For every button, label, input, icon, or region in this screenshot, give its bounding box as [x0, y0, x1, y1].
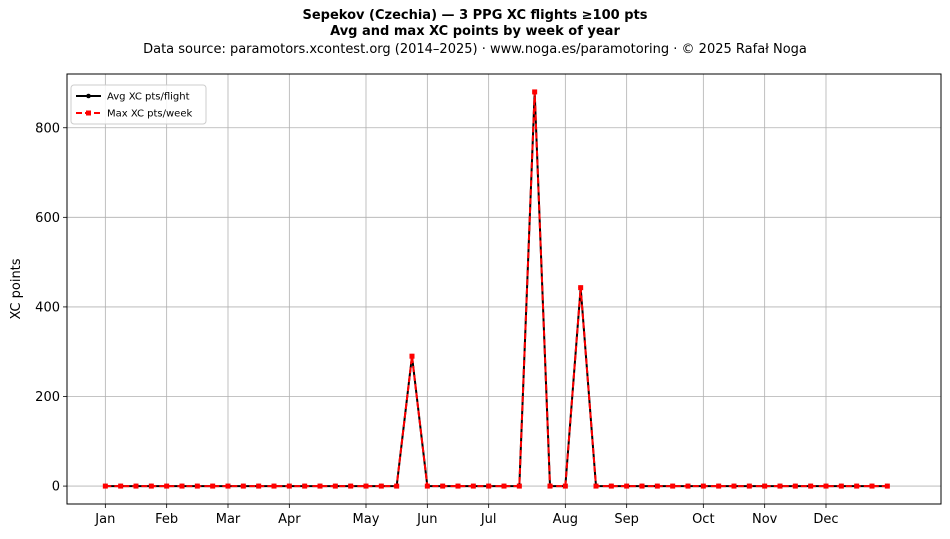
max-point — [179, 483, 185, 489]
max-point — [501, 483, 507, 489]
max-point — [716, 483, 722, 489]
max-point — [317, 483, 323, 489]
y-tick-label: 400 — [35, 300, 60, 315]
max-point — [884, 483, 890, 489]
max-point — [470, 483, 476, 489]
max-point — [256, 483, 262, 489]
x-tick-label: Jan — [94, 512, 115, 527]
x-tick-label: Dec — [813, 512, 838, 527]
max-point — [593, 483, 599, 489]
chart-subtitle: Avg and max XC points by week of year — [330, 24, 620, 39]
data-source-note: Data source: paramotors.xcontest.org (20… — [143, 42, 807, 57]
series-group — [102, 89, 890, 489]
max-point — [823, 483, 829, 489]
legend-label: Max XC pts/week — [107, 109, 192, 120]
max-point — [409, 353, 415, 359]
max-point — [777, 483, 783, 489]
x-tick-label: Aug — [553, 512, 578, 527]
plot-frame — [66, 73, 942, 505]
x-axis-ticks: Jan Feb Mar Apr May Jun Jul Aug Sep Oct Nov Dec — [94, 504, 839, 527]
max-point — [869, 483, 875, 489]
max-point — [440, 483, 446, 489]
series-line-avg — [105, 90, 888, 488]
grid-lines — [67, 74, 941, 504]
max-point — [424, 483, 430, 489]
max-point — [194, 483, 200, 489]
max-point — [394, 483, 400, 489]
max-point — [608, 483, 614, 489]
y-axis-ticks: 0 200 400 600 800 — [35, 121, 67, 495]
y-axis-label: XC points — [9, 258, 24, 319]
max-point — [639, 483, 645, 489]
max-point — [133, 483, 139, 489]
x-tick-label: Mar — [216, 512, 241, 527]
max-point — [148, 483, 154, 489]
chart-title: Sepekov (Czechia) — 3 PPG XC flights ≥10… — [302, 8, 648, 23]
legend-label: Avg XC pts/flight — [107, 92, 190, 103]
legend: Avg XC pts/flight Max XC pts/week — [70, 84, 207, 125]
x-tick-label: Feb — [155, 512, 178, 527]
x-tick-label: Oct — [692, 512, 714, 527]
max-point — [670, 483, 676, 489]
y-tick-label: 600 — [35, 211, 60, 226]
x-tick-label: Jun — [416, 512, 437, 527]
max-point — [808, 483, 814, 489]
max-point — [271, 483, 277, 489]
max-point — [486, 483, 492, 489]
max-point — [654, 483, 660, 489]
max-point — [746, 483, 752, 489]
x-tick-label: Sep — [614, 512, 639, 527]
max-point — [578, 285, 584, 291]
max-point — [792, 483, 798, 489]
max-point — [240, 483, 246, 489]
y-tick-label: 200 — [35, 390, 60, 405]
max-point — [731, 483, 737, 489]
max-point — [210, 483, 216, 489]
max-point — [348, 483, 354, 489]
max-point — [700, 483, 706, 489]
max-point — [516, 483, 522, 489]
max-point — [854, 483, 860, 489]
y-tick-label: 800 — [35, 121, 60, 136]
x-tick-label: Apr — [278, 512, 301, 527]
y-tick-label: 0 — [52, 480, 60, 495]
legend-box — [70, 84, 207, 125]
max-point — [118, 483, 124, 489]
max-point — [378, 483, 384, 489]
max-point — [455, 483, 461, 489]
legend-marker — [86, 93, 91, 99]
legend-marker — [86, 110, 91, 116]
max-point — [302, 483, 308, 489]
x-tick-label: Nov — [752, 512, 778, 527]
max-point — [532, 89, 538, 95]
max-point — [102, 483, 108, 489]
max-point — [838, 483, 844, 489]
series-line-max — [105, 90, 888, 488]
x-tick-label: Jul — [480, 512, 497, 527]
max-point — [547, 483, 553, 489]
chart-titles: Sepekov (Czechia) — 3 PPG XC flights ≥10… — [0, 8, 950, 60]
max-point — [762, 483, 768, 489]
max-point — [164, 483, 170, 489]
max-point — [286, 483, 292, 489]
max-point — [562, 483, 568, 489]
max-point — [225, 483, 231, 489]
x-tick-label: May — [353, 512, 380, 527]
max-point — [624, 483, 630, 489]
max-point — [685, 483, 691, 489]
max-point — [332, 483, 338, 489]
max-point — [363, 483, 369, 489]
